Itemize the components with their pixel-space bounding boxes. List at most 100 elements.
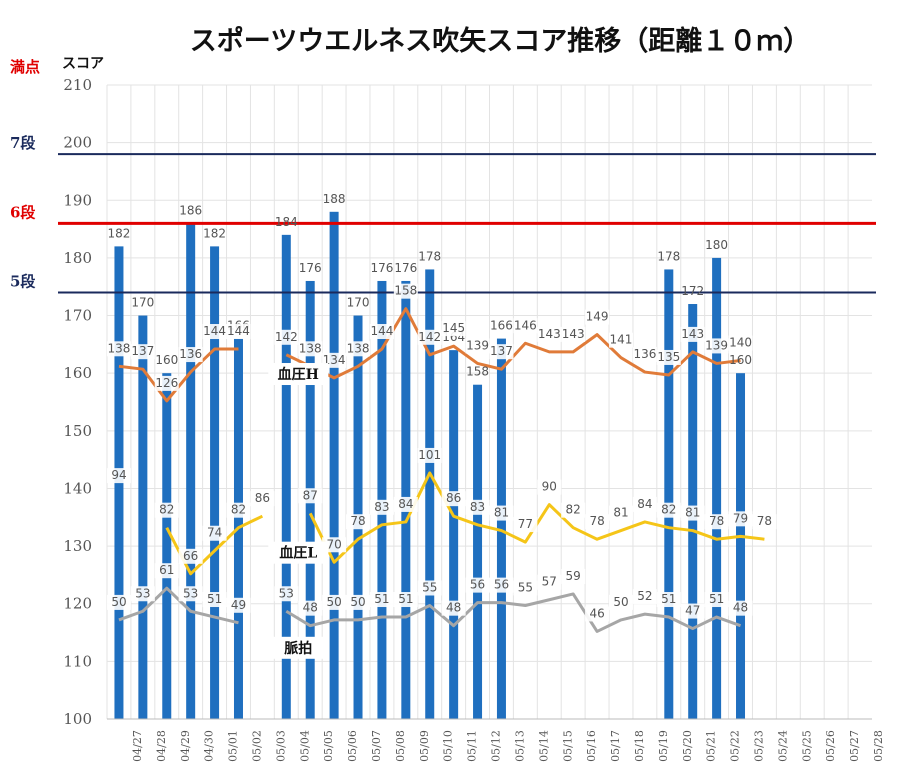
data-label-bg [441, 491, 466, 507]
data-label-bg [513, 517, 538, 533]
vital-data-label: 143 [538, 327, 561, 341]
data-label-bg [537, 574, 562, 590]
y-tick-label: 160 [63, 364, 92, 382]
vital-data-label: 50 [613, 595, 628, 609]
vital-data-label: 57 [542, 575, 557, 589]
data-label-bg [106, 468, 131, 484]
data-label-bg [704, 514, 729, 530]
vital-data-label: 66 [183, 549, 198, 563]
x-tick-label: 05/02 [250, 730, 263, 762]
data-label-bg [704, 338, 729, 354]
vital-data-label: 79 [733, 511, 748, 525]
data-label-bg [106, 341, 131, 357]
vital-data-label: 138 [299, 341, 322, 355]
data-label-bg [537, 479, 562, 495]
score-bars [114, 211, 746, 720]
data-label-bg [632, 589, 657, 605]
data-label-bg [346, 594, 371, 610]
data-label-bg [537, 326, 562, 342]
data-label-bg [130, 586, 155, 602]
vital-data-label: 49 [231, 598, 246, 612]
x-tick-label: 05/03 [274, 730, 287, 762]
data-label-bg [680, 505, 705, 521]
vital-data-label: 144 [227, 324, 250, 338]
x-tick-label: 05/08 [394, 730, 407, 762]
data-label-bg [226, 502, 251, 518]
y-tick-label: 170 [63, 307, 92, 325]
data-label-bg [154, 375, 179, 391]
data-label-bg [178, 548, 203, 564]
vital-data-label: 143 [681, 327, 704, 341]
threshold-lines: 満点 7段 6段 5段 [10, 58, 876, 294]
data-label-bg [298, 600, 323, 616]
data-label-bg [585, 606, 610, 622]
data-label-bg [680, 603, 705, 619]
data-label-bg [417, 329, 442, 345]
x-tick-label: 05/20 [681, 730, 694, 762]
data-label-bg [489, 577, 514, 593]
vital-data-label: 94 [111, 468, 126, 482]
data-label-bg [752, 514, 777, 530]
data-label-bg [154, 563, 179, 579]
x-tick-label: 05/26 [824, 730, 837, 762]
vital-data-label: 53 [135, 586, 150, 600]
x-tick-label: 05/21 [705, 730, 718, 762]
data-label-bg [202, 525, 227, 541]
data-label-bg [489, 505, 514, 521]
vital-data-label: 53 [279, 586, 294, 600]
vital-data-label: 77 [518, 517, 533, 531]
y-tick-label: 190 [63, 191, 92, 209]
x-tick-label: 04/27 [131, 730, 144, 762]
data-label-bg [656, 349, 681, 365]
vital-data-label: 55 [422, 581, 437, 595]
data-label-bg [608, 332, 633, 348]
score-label: 178 [418, 249, 441, 263]
vital-data-label: 83 [374, 500, 389, 514]
data-label-bg [465, 499, 490, 515]
vital-data-label: 149 [586, 310, 609, 324]
vital-data-label: 48 [733, 601, 748, 615]
score-bar [712, 257, 722, 719]
vital-data-label: 81 [613, 506, 628, 520]
vital-data-label: 82 [231, 503, 246, 517]
vital-data-label: 141 [610, 333, 633, 347]
vital-data-label: 142 [418, 330, 441, 344]
data-label-bg [106, 594, 131, 610]
data-label-bg [346, 514, 371, 530]
score-label: 160 [155, 353, 178, 367]
vital-data-label: 144 [203, 324, 226, 338]
vital-data-label: 138 [347, 341, 370, 355]
data-label-bg [417, 447, 442, 463]
data-label-bg [322, 594, 347, 610]
data-label-bg [369, 499, 394, 515]
data-label-bg [608, 594, 633, 610]
vital-data-label: 46 [589, 606, 604, 620]
vital-data-label: 81 [494, 506, 509, 520]
data-label-bg [561, 502, 586, 518]
axes: 100 110 120 130 140 150 160 170 180 190 200 210 04/2… [63, 76, 885, 762]
threshold-label: 満点 [10, 58, 40, 76]
x-tick-label: 05/05 [322, 730, 335, 762]
vital-data-label: 70 [326, 537, 341, 551]
vital-data-label: 51 [709, 592, 724, 606]
x-tick-label: 05/19 [657, 730, 670, 762]
vital-data-label: 59 [566, 569, 581, 583]
vital-data-label: 52 [637, 589, 652, 603]
y-tick-label: 100 [63, 710, 92, 728]
score-label: 180 [705, 238, 728, 252]
vital-data-label: 136 [179, 347, 202, 361]
series-label: 脈拍 [284, 640, 312, 657]
score-bar [449, 350, 459, 719]
y-tick-label: 210 [63, 76, 92, 94]
data-label-bg [441, 321, 466, 337]
data-label-bg [130, 344, 155, 360]
data-label-bg [202, 324, 227, 340]
y-tick-label: 200 [63, 134, 92, 152]
vital-data-label: 143 [562, 327, 585, 341]
vital-data-label: 84 [398, 497, 413, 511]
vital-data-label: 84 [637, 497, 652, 511]
vital-data-label: 87 [303, 488, 318, 502]
x-tick-label: 05/09 [418, 730, 431, 762]
vital-data-label: 139 [705, 338, 728, 352]
